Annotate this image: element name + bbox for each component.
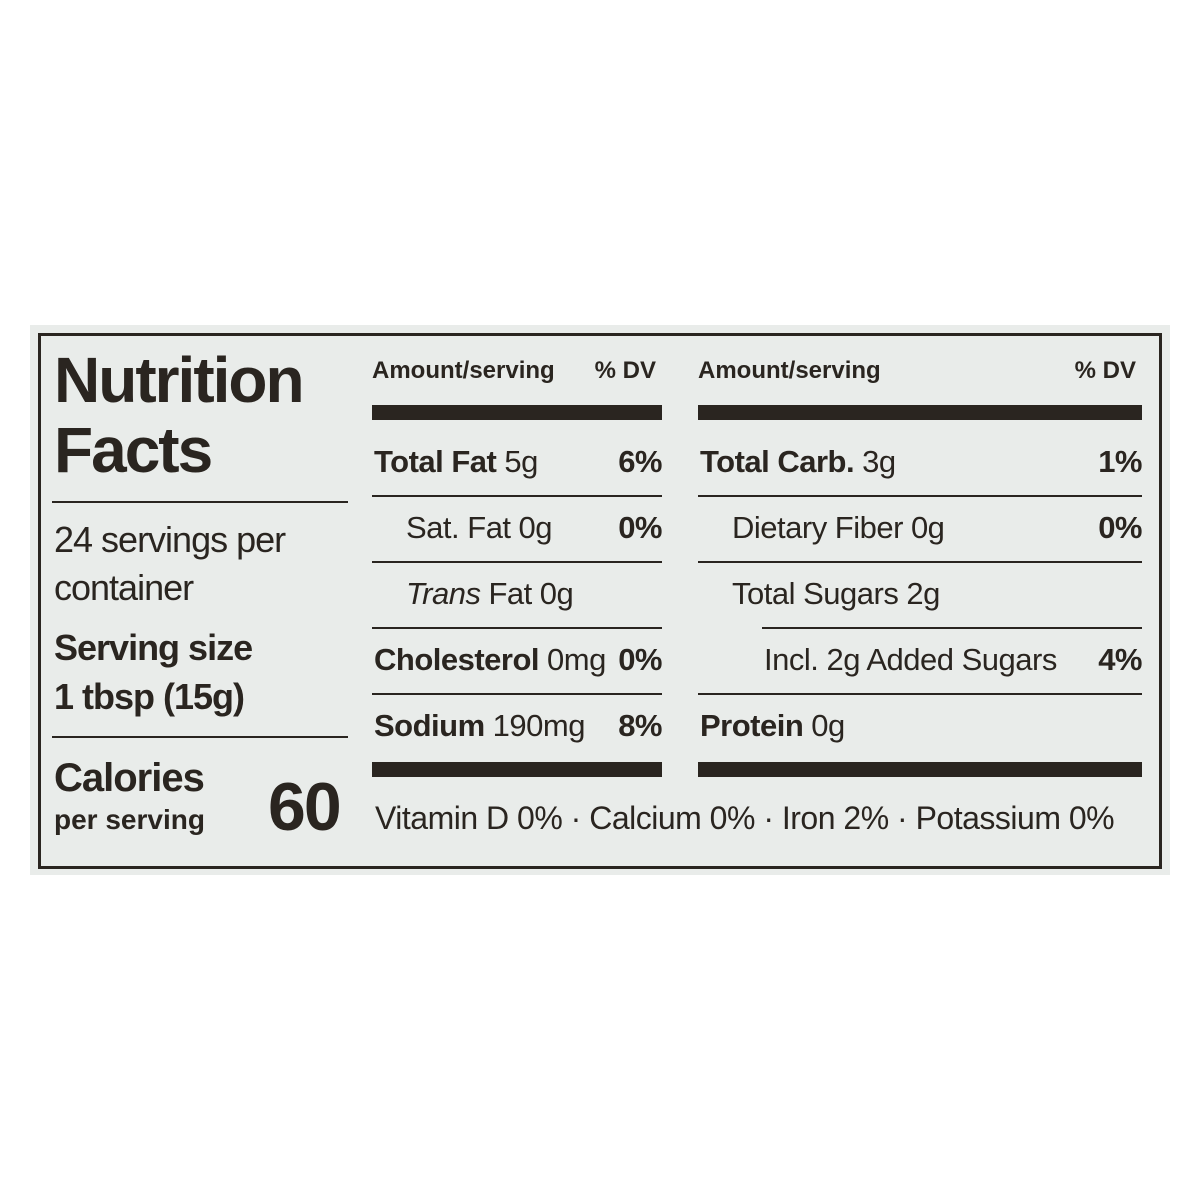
thick-bar: [372, 762, 662, 777]
nutrient-name: Fat: [488, 576, 532, 611]
calories-label: Calories: [54, 756, 205, 800]
calories-sub: per serving: [54, 804, 205, 835]
nutrient-row: Incl. 2g Added Sugars 4%: [698, 627, 1142, 693]
nutrient-amount: 0g: [910, 510, 945, 545]
nutrient-dv: 0%: [618, 642, 662, 677]
nutrient-dv: 1%: [1098, 444, 1142, 479]
nutrient-amount: 0g: [518, 510, 553, 545]
thick-bar: [698, 405, 1142, 420]
amount-header: Amount/serving: [372, 357, 555, 384]
nutrient-row: Dietary Fiber 0g 0%: [698, 495, 1142, 561]
nutrient-dv: 6%: [618, 444, 662, 479]
nutrient-amount: 3g: [862, 444, 896, 479]
nutrient-name: Protein: [700, 708, 804, 743]
nutrient-name: Cholesterol: [374, 642, 540, 677]
nutrient-dv: 4%: [1098, 642, 1142, 677]
divider: [52, 736, 348, 738]
dv-header: % DV: [594, 357, 656, 384]
divider: [372, 693, 662, 695]
nutrient-row: Trans Fat 0g: [372, 561, 662, 627]
calories-value: 60: [268, 769, 342, 845]
thick-bar: [698, 762, 1142, 777]
nutrient-name: Total Fat: [374, 444, 497, 479]
nutrient-amount: 0mg: [547, 642, 606, 677]
divider: [52, 501, 348, 503]
nutrient-row: Sat. Fat 0g 0%: [372, 495, 662, 561]
nutrient-dv: 8%: [618, 708, 662, 743]
divider: [372, 561, 662, 563]
nutrient-row: Total Fat 5g 6%: [372, 429, 662, 495]
divider: [372, 495, 662, 497]
nutrient-name: Dietary Fiber: [732, 510, 903, 545]
nutrient-name: Sodium: [374, 708, 485, 743]
label-frame: [38, 333, 1162, 869]
nutrient-dv: 0%: [1098, 510, 1142, 545]
nutrient-row: Cholesterol 0mg 0%: [372, 627, 662, 693]
amount-header: Amount/serving: [698, 357, 881, 384]
title: Nutrition Facts: [54, 344, 305, 486]
servings: 24 servings per container: [54, 519, 286, 608]
nutrient-row: Sodium 190mg 8%: [372, 693, 662, 759]
nutrient-amount: 0g: [811, 708, 845, 743]
divider: [372, 627, 662, 629]
thick-bar: [372, 405, 662, 420]
divider: [762, 627, 1142, 629]
nutrient-amount: 5g: [504, 444, 538, 479]
nutrient-name: Incl. 2g Added Sugars: [764, 642, 1057, 677]
nutrient-amount: 2g: [906, 576, 940, 611]
nutrient-row: Protein 0g: [698, 693, 1142, 759]
divider: [698, 495, 1142, 497]
divider: [698, 561, 1142, 563]
nutrient-row: Total Sugars 2g: [698, 561, 1142, 627]
dv-header: % DV: [1074, 357, 1136, 384]
serving-size-label: Serving size: [54, 627, 253, 668]
nutrient-row: Total Carb. 3g 1%: [698, 429, 1142, 495]
divider: [698, 693, 1142, 695]
nutrient-amount: 190mg: [492, 708, 586, 743]
serving-size-value: 1 tbsp (15g): [54, 676, 245, 717]
nutrient-name-italic: Trans: [406, 576, 481, 611]
nutrient-name: Total Sugars: [732, 576, 899, 611]
footer: Vitamin D 0% · Calcium 0% · Iron 2% · Po…: [375, 800, 1115, 836]
nutrient-dv: 0%: [618, 510, 662, 545]
nutrient-amount: 0g: [539, 576, 574, 611]
nutrient-name: Total Carb.: [700, 444, 855, 479]
nutrient-name: Sat. Fat: [406, 510, 511, 545]
